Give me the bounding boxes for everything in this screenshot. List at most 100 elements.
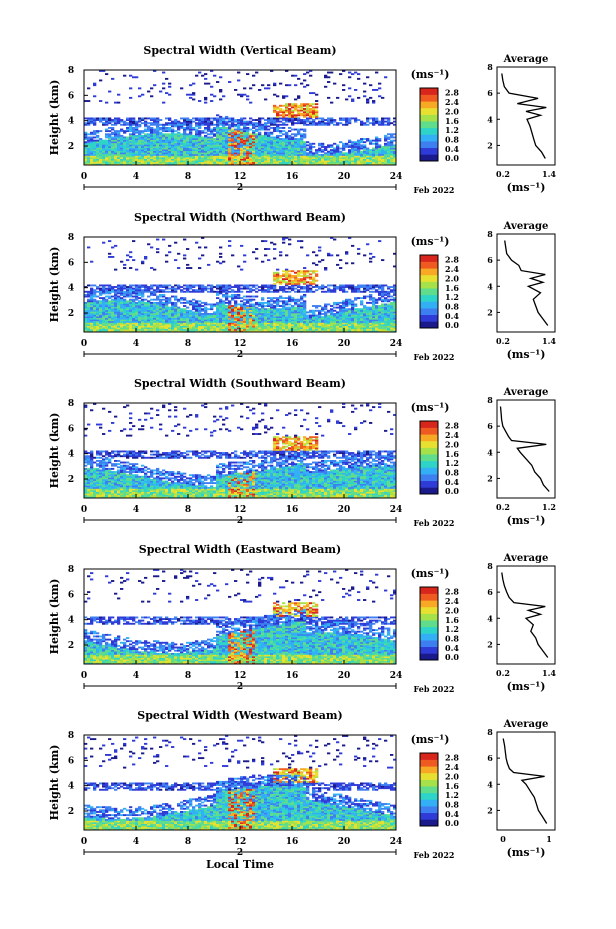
colorbar-tick-label: 1.6 <box>445 116 459 126</box>
average-x-tick-label: 0.2 <box>496 668 510 678</box>
day-label: 2 <box>237 682 243 692</box>
average-title: Average <box>503 387 549 398</box>
average-title: Average <box>503 221 549 232</box>
y-tick-label: 6 <box>68 91 74 101</box>
y-tick-label: 2 <box>68 807 74 817</box>
panel-4: Spectral Width (Eastward Beam)2468Height… <box>48 543 556 694</box>
colorbar-swatch <box>420 147 438 155</box>
colorbar-swatch <box>420 772 438 780</box>
colorbar-frame <box>419 254 439 329</box>
average-x-axis-label: (ms⁻¹) <box>507 846 546 859</box>
average-y-tick-label: 4 <box>487 114 493 124</box>
colorbar-swatch <box>420 314 438 322</box>
x-tick-label: 0 <box>81 172 87 182</box>
date-label: Feb 2022 <box>414 518 455 528</box>
colorbar-tick-label: 0.0 <box>445 818 459 828</box>
average-x-tick-label: 1.2 <box>542 502 556 512</box>
average-x-tick-label: 0.2 <box>496 336 510 346</box>
average-profile-line <box>499 406 550 492</box>
panel-title: Spectral Width (Vertical Beam) <box>143 44 336 57</box>
y-tick-label: 4 <box>68 616 74 626</box>
colorbar-tick-label: 1.2 <box>445 292 459 302</box>
average-y-tick-label: 8 <box>487 561 493 571</box>
colorbar-tick-label: 2.0 <box>445 771 459 781</box>
colorbar-swatch <box>420 127 438 135</box>
colorbar-swatch <box>420 487 438 495</box>
date-label: Feb 2022 <box>414 352 455 362</box>
colorbar-tick-label: 0.8 <box>445 799 459 809</box>
colorbar-swatch <box>420 447 438 455</box>
colorbar-swatch <box>420 799 438 807</box>
x-tick-label: 4 <box>133 505 139 515</box>
y-axis-label: Height (km) <box>48 579 61 655</box>
x-tick-label: 20 <box>338 837 351 847</box>
colorbar-swatch <box>420 134 438 142</box>
colorbar-swatch <box>420 88 438 95</box>
x-tick-label: 8 <box>185 172 191 182</box>
x-tick-label: 12 <box>234 505 247 515</box>
colorbar-swatch <box>420 288 438 296</box>
average-y-tick-label: 6 <box>487 88 493 98</box>
date-label: Feb 2022 <box>414 185 455 195</box>
y-tick-label: 8 <box>68 565 74 575</box>
colorbar-tick-label: 2.8 <box>445 753 459 763</box>
x-tick-label: 20 <box>338 172 351 182</box>
colorbar-swatch <box>420 600 438 608</box>
panel-title: Spectral Width (Northward Beam) <box>134 211 346 224</box>
average-x-tick-label: 1.4 <box>542 169 556 179</box>
colorbar-tick-label: 2.0 <box>445 605 459 615</box>
colorbar-tick-label: 0.8 <box>445 301 459 311</box>
x-tick-label: 24 <box>390 339 403 349</box>
average-frame <box>496 233 556 333</box>
average-profile-line <box>504 240 549 326</box>
colorbar-frame <box>419 87 439 162</box>
average-title: Average <box>503 719 549 730</box>
colorbar-swatch <box>420 653 438 661</box>
colorbar-swatch <box>420 440 438 448</box>
colorbar-tick-label: 0.0 <box>445 486 459 496</box>
colorbar-swatch <box>420 114 438 122</box>
colorbar-swatch <box>420 274 438 282</box>
heatmap-field <box>84 403 397 499</box>
average-profile-line <box>501 572 549 658</box>
colorbar-tick-label: 0.4 <box>445 144 459 154</box>
colorbar-swatch <box>420 308 438 316</box>
average-title: Average <box>503 54 549 65</box>
colorbar-unit: (ms⁻¹) <box>411 235 450 248</box>
colorbar-swatch <box>420 261 438 269</box>
x-tick-label: 12 <box>234 671 247 681</box>
colorbar-tick-label: 1.6 <box>445 615 459 625</box>
panel-title: Spectral Width (Westward Beam) <box>137 709 342 722</box>
average-y-tick-label: 4 <box>487 447 493 457</box>
average-y-tick-label: 8 <box>487 229 493 239</box>
colorbar-swatch <box>420 427 438 435</box>
panel-1: Spectral Width (Vertical Beam) 2 4 6 8 Height… <box>48 44 556 195</box>
y-tick-label: 6 <box>68 756 74 766</box>
panel-5: Spectral Width (Westward Beam)2468Height… <box>48 709 556 871</box>
colorbar-tick-label: 2.0 <box>445 273 459 283</box>
x-tick-label: 20 <box>338 671 351 681</box>
colorbar-swatch <box>420 94 438 102</box>
average-y-tick-label: 2 <box>487 805 493 815</box>
colorbar-tick-label: 0.8 <box>445 134 459 144</box>
average-y-tick-label: 8 <box>487 395 493 405</box>
colorbar-tick-label: 1.2 <box>445 458 459 468</box>
colorbar-tick-label: 1.2 <box>445 624 459 634</box>
x-tick-label: 4 <box>133 339 139 349</box>
day-label: 2 <box>237 183 243 193</box>
colorbar-frame <box>419 420 439 495</box>
average-x-axis-label: (ms⁻¹) <box>507 181 546 194</box>
colorbar-unit: (ms⁻¹) <box>411 733 450 746</box>
average-y-tick-label: 4 <box>487 613 493 623</box>
average-y-tick-label: 2 <box>487 140 493 150</box>
average-x-tick-label: 0.2 <box>496 502 510 512</box>
colorbar-swatch <box>420 806 438 814</box>
x-tick-label: 8 <box>185 505 191 515</box>
colorbar-tick-label: 0.4 <box>445 809 459 819</box>
colorbar-swatch <box>420 434 438 442</box>
colorbar-swatch <box>420 753 438 760</box>
colorbar-swatch <box>420 255 438 262</box>
average-x-tick-label: 1 <box>546 834 552 844</box>
y-axis-label: Height (km) <box>48 80 61 156</box>
